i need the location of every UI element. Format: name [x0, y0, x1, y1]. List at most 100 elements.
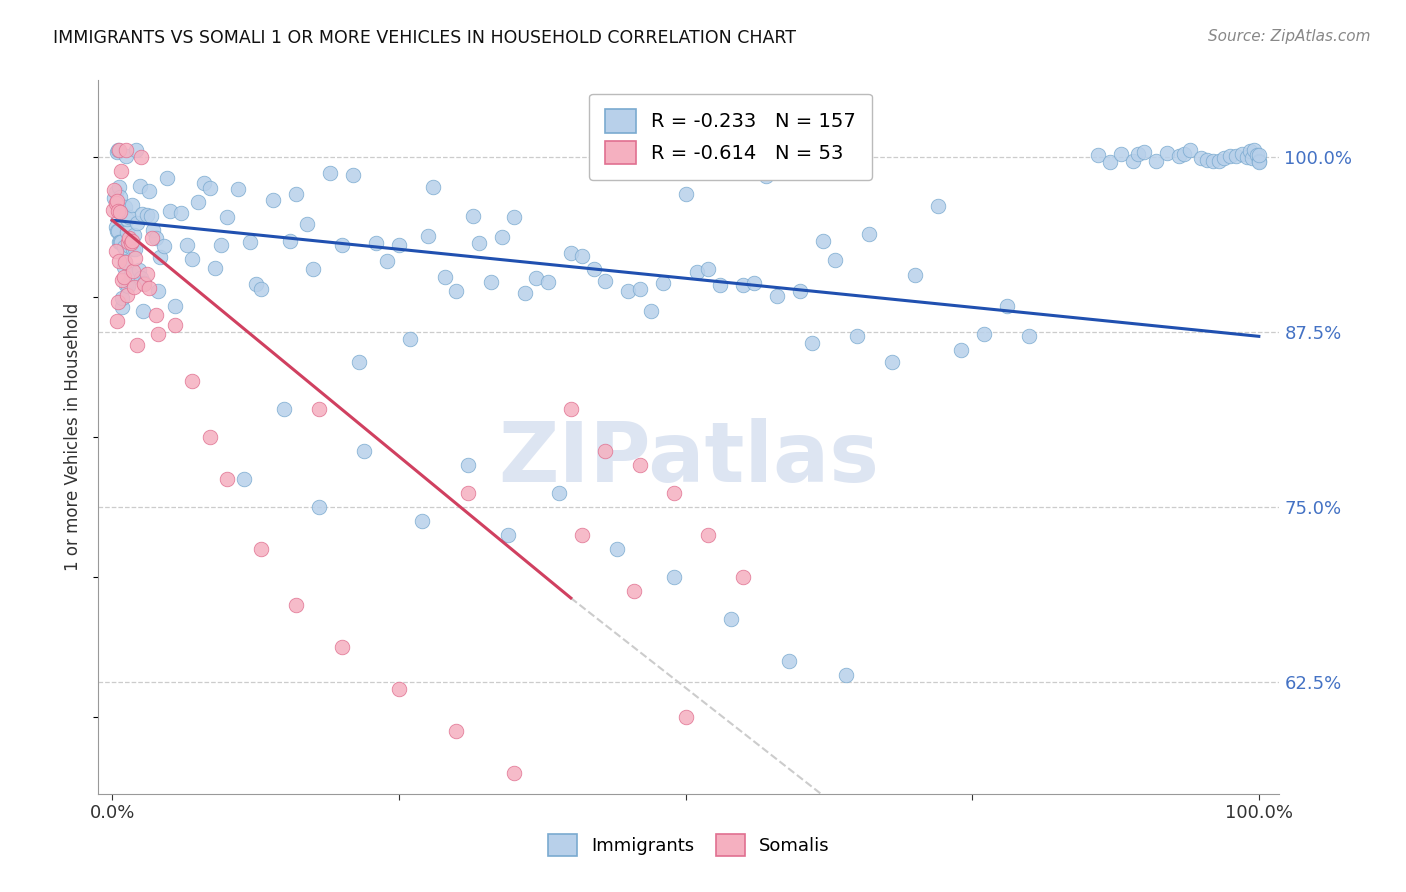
Point	[108, 143, 131, 157]
Point	[628, 458, 651, 472]
Point	[560, 246, 582, 260]
Point	[623, 584, 645, 599]
Point	[245, 277, 267, 292]
Point	[571, 528, 593, 542]
Text: IMMIGRANTS VS SOMALI 1 OR MORE VEHICLES IN HOUSEHOLD CORRELATION CHART: IMMIGRANTS VS SOMALI 1 OR MORE VEHICLES …	[53, 29, 796, 46]
Point	[1213, 151, 1236, 165]
Point	[103, 183, 125, 197]
Point	[115, 143, 138, 157]
Point	[537, 275, 560, 289]
Point	[118, 230, 141, 244]
Point	[1109, 147, 1132, 161]
Point	[125, 143, 148, 157]
Point	[112, 270, 135, 285]
Point	[330, 640, 353, 654]
Point	[651, 276, 673, 290]
Point	[617, 285, 640, 299]
Point	[145, 231, 167, 245]
Point	[927, 199, 949, 213]
Point	[250, 282, 273, 296]
Point	[215, 210, 238, 224]
Point	[107, 224, 129, 238]
Point	[284, 186, 307, 201]
Point	[134, 277, 156, 291]
Point	[118, 210, 141, 224]
Point	[138, 184, 160, 198]
Point	[115, 211, 138, 226]
Point	[1240, 152, 1263, 166]
Point	[132, 304, 155, 318]
Point	[108, 190, 131, 204]
Point	[949, 343, 972, 358]
Point	[824, 252, 846, 267]
Point	[124, 243, 146, 257]
Point	[105, 313, 128, 327]
Point	[134, 276, 156, 290]
Point	[114, 255, 136, 269]
Point	[697, 528, 720, 542]
Point	[104, 196, 127, 211]
Point	[114, 201, 136, 215]
Point	[120, 267, 142, 281]
Point	[250, 541, 273, 556]
Point	[463, 209, 485, 223]
Point	[152, 239, 174, 253]
Point	[145, 308, 167, 322]
Point	[457, 486, 479, 500]
Point	[104, 219, 127, 234]
Point	[858, 227, 880, 241]
Point	[835, 668, 858, 682]
Point	[141, 231, 163, 245]
Point	[846, 329, 869, 343]
Point	[121, 264, 143, 278]
Point	[347, 355, 370, 369]
Point	[496, 528, 519, 542]
Point	[789, 285, 811, 299]
Point	[308, 500, 330, 514]
Point	[103, 203, 125, 218]
Point	[628, 282, 651, 296]
Point	[103, 191, 125, 205]
Point	[720, 612, 742, 626]
Point	[1236, 150, 1258, 164]
Point	[226, 182, 249, 196]
Point	[444, 285, 467, 299]
Point	[593, 274, 616, 288]
Point	[284, 598, 307, 612]
Point	[128, 179, 150, 194]
Point	[468, 235, 491, 250]
Point	[444, 723, 467, 738]
Point	[233, 472, 256, 486]
Point	[675, 710, 697, 724]
Text: Source: ZipAtlas.com: Source: ZipAtlas.com	[1208, 29, 1371, 44]
Point	[108, 254, 131, 268]
Point	[709, 278, 731, 293]
Point	[582, 261, 605, 276]
Point	[778, 654, 800, 668]
Point	[800, 336, 823, 351]
Point	[1144, 153, 1167, 168]
Point	[686, 264, 709, 278]
Point	[662, 570, 685, 584]
Point	[135, 208, 157, 222]
Point	[731, 570, 754, 584]
Point	[117, 235, 139, 250]
Point	[181, 374, 204, 388]
Point	[662, 486, 685, 500]
Point	[114, 254, 136, 268]
Point	[159, 203, 181, 218]
Point	[411, 514, 433, 528]
Point	[479, 275, 502, 289]
Point	[416, 229, 439, 244]
Point	[1156, 146, 1178, 161]
Point	[111, 300, 134, 314]
Point	[108, 235, 131, 249]
Point	[112, 260, 135, 274]
Point	[129, 270, 152, 285]
Point	[342, 168, 364, 182]
Point	[1087, 148, 1109, 162]
Point	[146, 326, 169, 341]
Point	[995, 299, 1018, 313]
Point	[165, 299, 187, 313]
Point	[209, 238, 232, 252]
